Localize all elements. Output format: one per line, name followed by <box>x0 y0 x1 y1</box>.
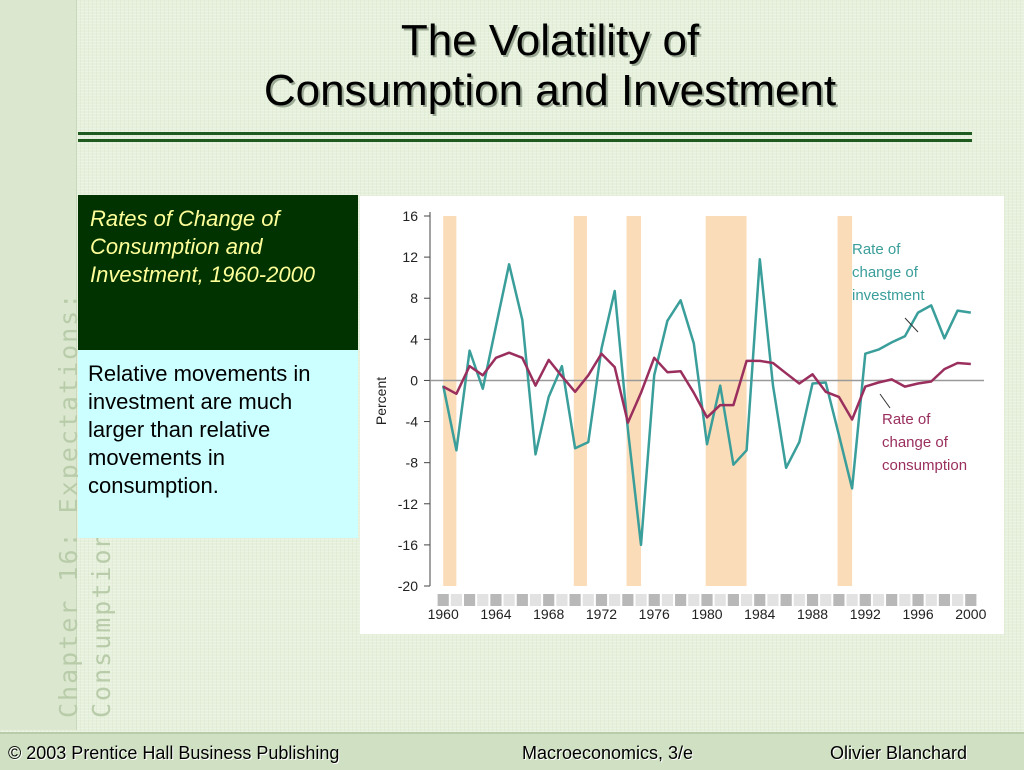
x-year-block <box>806 594 819 606</box>
x-year-block <box>767 594 779 606</box>
x-year-block <box>622 594 634 606</box>
series-leader-line <box>879 393 891 409</box>
x-year-block <box>490 594 502 606</box>
x-year-block <box>714 594 726 606</box>
consumption-series-label: change of <box>882 434 949 451</box>
x-year-block <box>529 594 542 606</box>
slide-title: The Volatility of Consumption and Invest… <box>76 16 1024 116</box>
y-tick-label: -20 <box>398 578 418 594</box>
labels-group: Rate of change of investment Rate of change … <box>852 241 967 474</box>
x-tick-label: 2000 <box>955 606 986 622</box>
y-tick-label: -4 <box>406 414 419 430</box>
x-year-block <box>754 594 766 606</box>
caption-box: Rates of Change of Consumption and Inves… <box>78 195 358 350</box>
x-year-block <box>477 594 489 606</box>
axes-group: 16 12 8 4 0 -4 -8 -12 -16 -20 Percent 1960 1964 1968 1… <box>373 208 987 622</box>
x-year-block <box>872 594 885 606</box>
chart-panel: 16 12 8 4 0 -4 -8 -12 -16 -20 Percent 1960 1964 1968 1… <box>360 196 1004 634</box>
y-tick-label: -12 <box>398 496 418 512</box>
recession-shading-group <box>443 216 853 586</box>
note-text: Relative movements in investment are muc… <box>88 361 311 498</box>
x-year-block <box>938 594 951 606</box>
series-leader-line <box>904 317 919 333</box>
x-year-block <box>846 594 858 606</box>
x-year-block <box>727 594 739 606</box>
x-year-block <box>701 594 713 606</box>
x-year-block <box>952 594 964 606</box>
y-tick-label: -8 <box>406 455 419 471</box>
x-year-block <box>688 594 700 606</box>
x-tick-label: 1984 <box>744 606 775 622</box>
series-group <box>441 257 971 547</box>
consumption-line <box>442 351 971 424</box>
x-year-block <box>833 594 845 606</box>
x-tick-label: 1996 <box>902 606 933 622</box>
recession-band <box>626 216 642 586</box>
investment-line <box>441 257 971 547</box>
x-year-block <box>793 594 805 606</box>
x-tick-label: 1992 <box>850 606 881 622</box>
y-tick-label: 0 <box>410 372 418 388</box>
y-tick-label: 8 <box>410 290 418 306</box>
title-divider <box>78 132 972 141</box>
x-year-block <box>965 594 977 606</box>
x-year-block <box>582 594 594 606</box>
footer-book: Macroeconomics, 3/e <box>522 743 694 763</box>
x-year-block <box>635 594 647 606</box>
x-tick-label: 1988 <box>797 606 828 622</box>
title-divider-thin <box>78 141 972 142</box>
x-year-block <box>899 594 911 606</box>
x-year-block <box>595 594 608 606</box>
x-year-block <box>437 594 449 606</box>
recession-band <box>573 216 587 586</box>
investment-series-label: change of <box>852 264 919 281</box>
x-year-block <box>516 594 528 606</box>
x-year-block <box>543 594 555 606</box>
recession-band <box>705 216 747 586</box>
y-tick-label: 12 <box>402 249 418 265</box>
footer-copyright: © 2003 Prentice Hall Business Publishing <box>8 743 340 763</box>
footer-author: Olivier Blanchard <box>830 743 968 763</box>
investment-series-label: Rate of <box>852 241 901 258</box>
investment-series-label: investment <box>852 287 925 304</box>
note-box: Relative movements in investment are muc… <box>78 350 358 538</box>
x-year-block <box>820 594 832 606</box>
chart-caption: Rates of Change of Consumption and Inves… <box>90 206 316 287</box>
x-year-block <box>503 594 515 606</box>
y-tick-label: -16 <box>398 537 418 553</box>
x-year-block <box>648 594 660 606</box>
x-tick-label: 1976 <box>639 606 670 622</box>
x-tick-label: 1964 <box>480 606 511 622</box>
x-year-block <box>556 594 568 606</box>
y-tick-label: 16 <box>402 208 418 224</box>
x-year-block <box>450 594 462 606</box>
x-year-block <box>925 594 937 606</box>
x-year-block <box>912 594 924 606</box>
line-chart: 16 12 8 4 0 -4 -8 -12 -16 -20 Percent 1960 1964 1968 1… <box>373 208 987 622</box>
x-year-block <box>463 594 476 606</box>
x-tick-label: 1968 <box>533 606 564 622</box>
slide-title-line2: Consumption and Investment <box>263 66 837 115</box>
y-axis-label: Percent <box>373 377 389 425</box>
x-tick-label: 1980 <box>691 606 722 622</box>
footer-bar: © 2003 Prentice Hall Business Publishing… <box>0 732 1024 770</box>
x-tick-label: 1972 <box>586 606 617 622</box>
x-year-block <box>569 594 581 606</box>
consumption-series-label: consumption <box>882 457 967 474</box>
x-year-block <box>740 594 753 606</box>
recession-band <box>837 216 853 586</box>
consumption-series-label: Rate of <box>882 411 931 428</box>
x-year-block <box>609 594 621 606</box>
recession-band <box>443 216 457 586</box>
x-tick-label: 1960 <box>428 606 459 622</box>
x-year-block <box>859 594 871 606</box>
sidebar: Chapter 16: Expectations: Consumption an… <box>0 0 116 730</box>
y-tick-label: 4 <box>410 331 418 347</box>
x-year-block <box>661 594 674 606</box>
slide-title-line1: The Volatility of <box>400 16 700 65</box>
x-year-block <box>886 594 898 606</box>
x-year-block <box>675 594 687 606</box>
x-year-block <box>780 594 792 606</box>
